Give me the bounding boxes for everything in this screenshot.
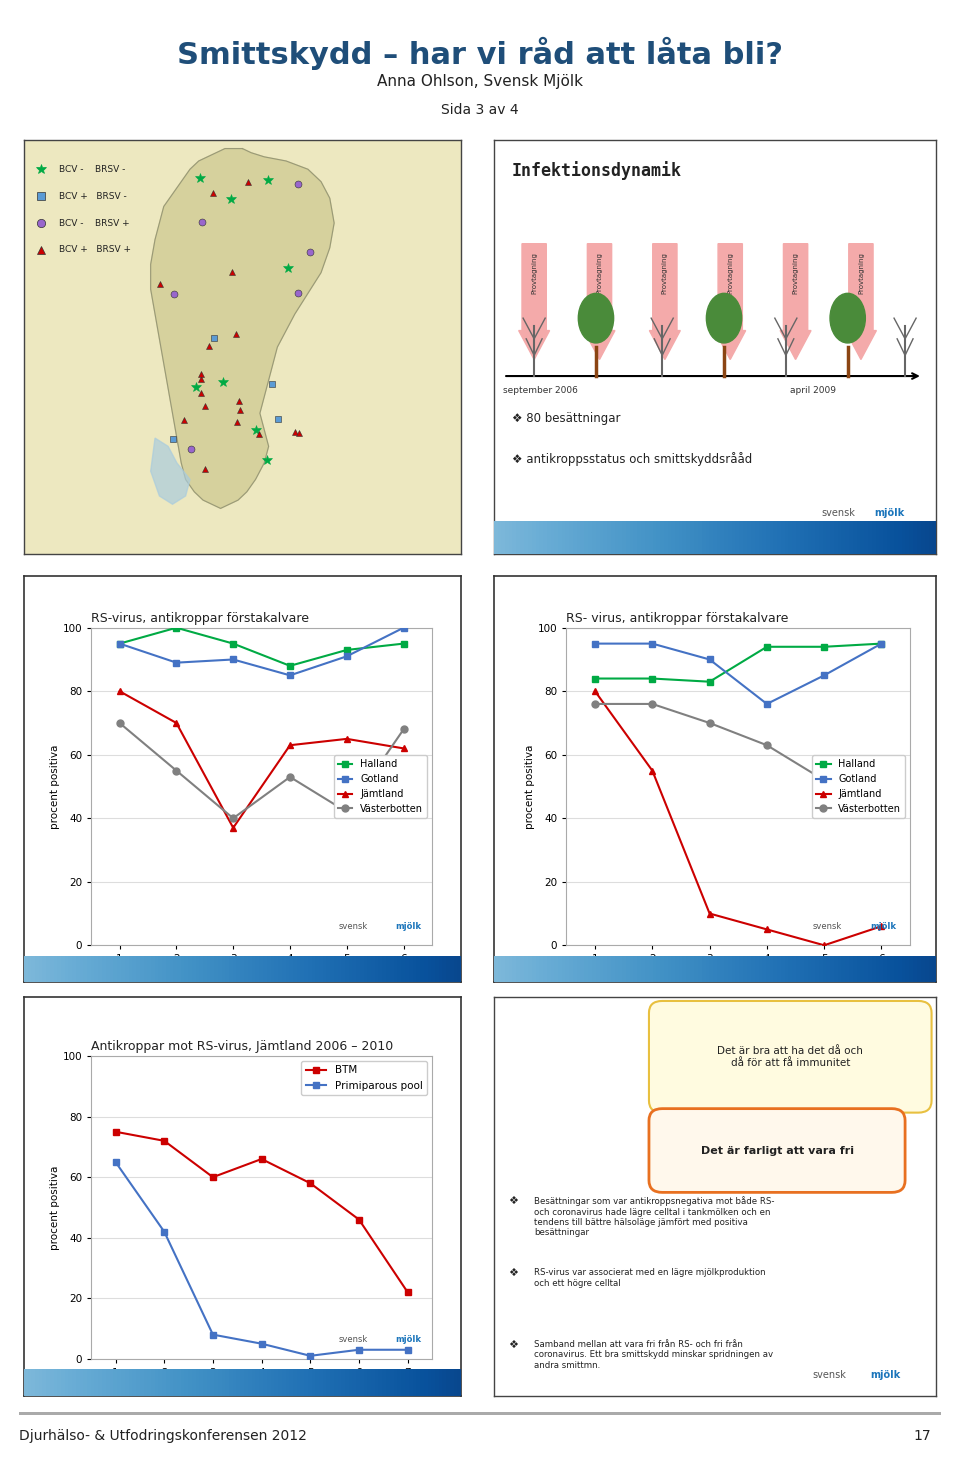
FancyArrow shape (649, 244, 681, 359)
Text: mjölk: mjölk (875, 508, 904, 518)
Text: Det är bra att ha det då och
då för att få immunitet: Det är bra att ha det då och då för att … (717, 1046, 863, 1068)
Y-axis label: procent positiva: procent positiva (50, 744, 60, 829)
Y-axis label: procent positiva: procent positiva (50, 1165, 60, 1250)
Text: Djurhälso- & Utfodringskonferensen 2012: Djurhälso- & Utfodringskonferensen 2012 (19, 1428, 307, 1443)
Text: BCV +   BRSV +: BCV + BRSV + (59, 245, 131, 254)
Text: ❖ antikroppsstatus och smittskyddsrååd: ❖ antikroppsstatus och smittskyddsrååd (512, 452, 753, 465)
Text: april 2009: april 2009 (790, 385, 836, 394)
FancyArrow shape (780, 244, 811, 359)
Text: ❖ 80 besättningar: ❖ 80 besättningar (512, 412, 620, 424)
FancyArrow shape (715, 244, 746, 359)
Text: september 2006: september 2006 (503, 385, 578, 394)
Text: BCV -    BRSV -: BCV - BRSV - (59, 165, 126, 174)
Text: ❖: ❖ (508, 1196, 517, 1207)
Text: svensk: svensk (821, 508, 855, 518)
Text: BCV -    BRSV +: BCV - BRSV + (59, 219, 130, 227)
Text: mjölk: mjölk (396, 922, 421, 931)
Text: Infektionsdynamik: Infektionsdynamik (512, 161, 682, 180)
FancyArrow shape (518, 244, 549, 359)
Text: mjölk: mjölk (870, 922, 896, 931)
Legend: Halland, Gotland, Jämtland, Västerbotten: Halland, Gotland, Jämtland, Västerbotten (812, 755, 905, 818)
Text: ❖: ❖ (508, 1340, 517, 1350)
Text: mjölk: mjölk (396, 1335, 421, 1344)
Text: svensk: svensk (812, 922, 842, 931)
Polygon shape (151, 439, 190, 504)
Text: RS-virus, antikroppar förstakalvare: RS-virus, antikroppar förstakalvare (91, 611, 309, 625)
Text: svensk: svensk (812, 1369, 846, 1380)
X-axis label: provtagningsomgång: provtagningsomgång (202, 1384, 322, 1396)
Text: svensk: svensk (339, 922, 368, 931)
Text: RS- virus, antikroppar förstakalvare: RS- virus, antikroppar förstakalvare (566, 611, 789, 625)
Text: Provtagning: Provtagning (728, 253, 733, 294)
Text: BCV +   BRSV -: BCV + BRSV - (59, 192, 127, 201)
Legend: Halland, Gotland, Jämtland, Västerbotten: Halland, Gotland, Jämtland, Västerbotten (334, 755, 427, 818)
Text: Anna Ohlson, Svensk Mjölk: Anna Ohlson, Svensk Mjölk (377, 74, 583, 89)
Text: RS-virus var associerat med en lägre mjölkproduktion
och ett högre celltal: RS-virus var associerat med en lägre mjö… (534, 1269, 766, 1288)
Text: Besättningar som var antikroppsnegativa mot både RS-
och coronavirus hade lägre : Besättningar som var antikroppsnegativa … (534, 1196, 775, 1238)
FancyArrow shape (846, 244, 876, 359)
Text: ❖: ❖ (508, 1269, 517, 1278)
FancyArrow shape (584, 244, 615, 359)
X-axis label: provtagningsomgång: provtagningsomgång (202, 970, 322, 982)
Text: 17: 17 (914, 1428, 931, 1443)
Text: Antikroppar mot RS-virus, Jämtland 2006 – 2010: Antikroppar mot RS-virus, Jämtland 2006 … (91, 1040, 394, 1053)
Ellipse shape (830, 294, 865, 343)
Text: Provtagning: Provtagning (531, 253, 538, 294)
Text: Provtagning: Provtagning (793, 253, 799, 294)
Ellipse shape (578, 294, 613, 343)
Text: mjölk: mjölk (870, 1369, 900, 1380)
Text: Det är farligt att vara fri: Det är farligt att vara fri (701, 1146, 853, 1155)
Text: Provtagning: Provtagning (858, 253, 864, 294)
Text: Provtagning: Provtagning (661, 253, 668, 294)
Text: Smittskydd – har vi råd att låta bli?: Smittskydd – har vi råd att låta bli? (177, 37, 783, 69)
Text: Samband mellan att vara fri från RS- och fri från
coronavirus. Ett bra smittskyd: Samband mellan att vara fri från RS- och… (534, 1340, 773, 1369)
Text: Sida 3 av 4: Sida 3 av 4 (442, 103, 518, 117)
Y-axis label: procent positiva: procent positiva (525, 744, 535, 829)
FancyBboxPatch shape (649, 1001, 931, 1112)
Polygon shape (151, 149, 334, 508)
Text: svensk: svensk (339, 1335, 368, 1344)
Legend: BTM, Primiparous pool: BTM, Primiparous pool (301, 1062, 427, 1094)
X-axis label: provtagningsomgång: provtagningsomgång (679, 970, 798, 982)
Text: Provtagning: Provtagning (596, 253, 603, 294)
Ellipse shape (707, 294, 742, 343)
FancyBboxPatch shape (649, 1109, 905, 1192)
